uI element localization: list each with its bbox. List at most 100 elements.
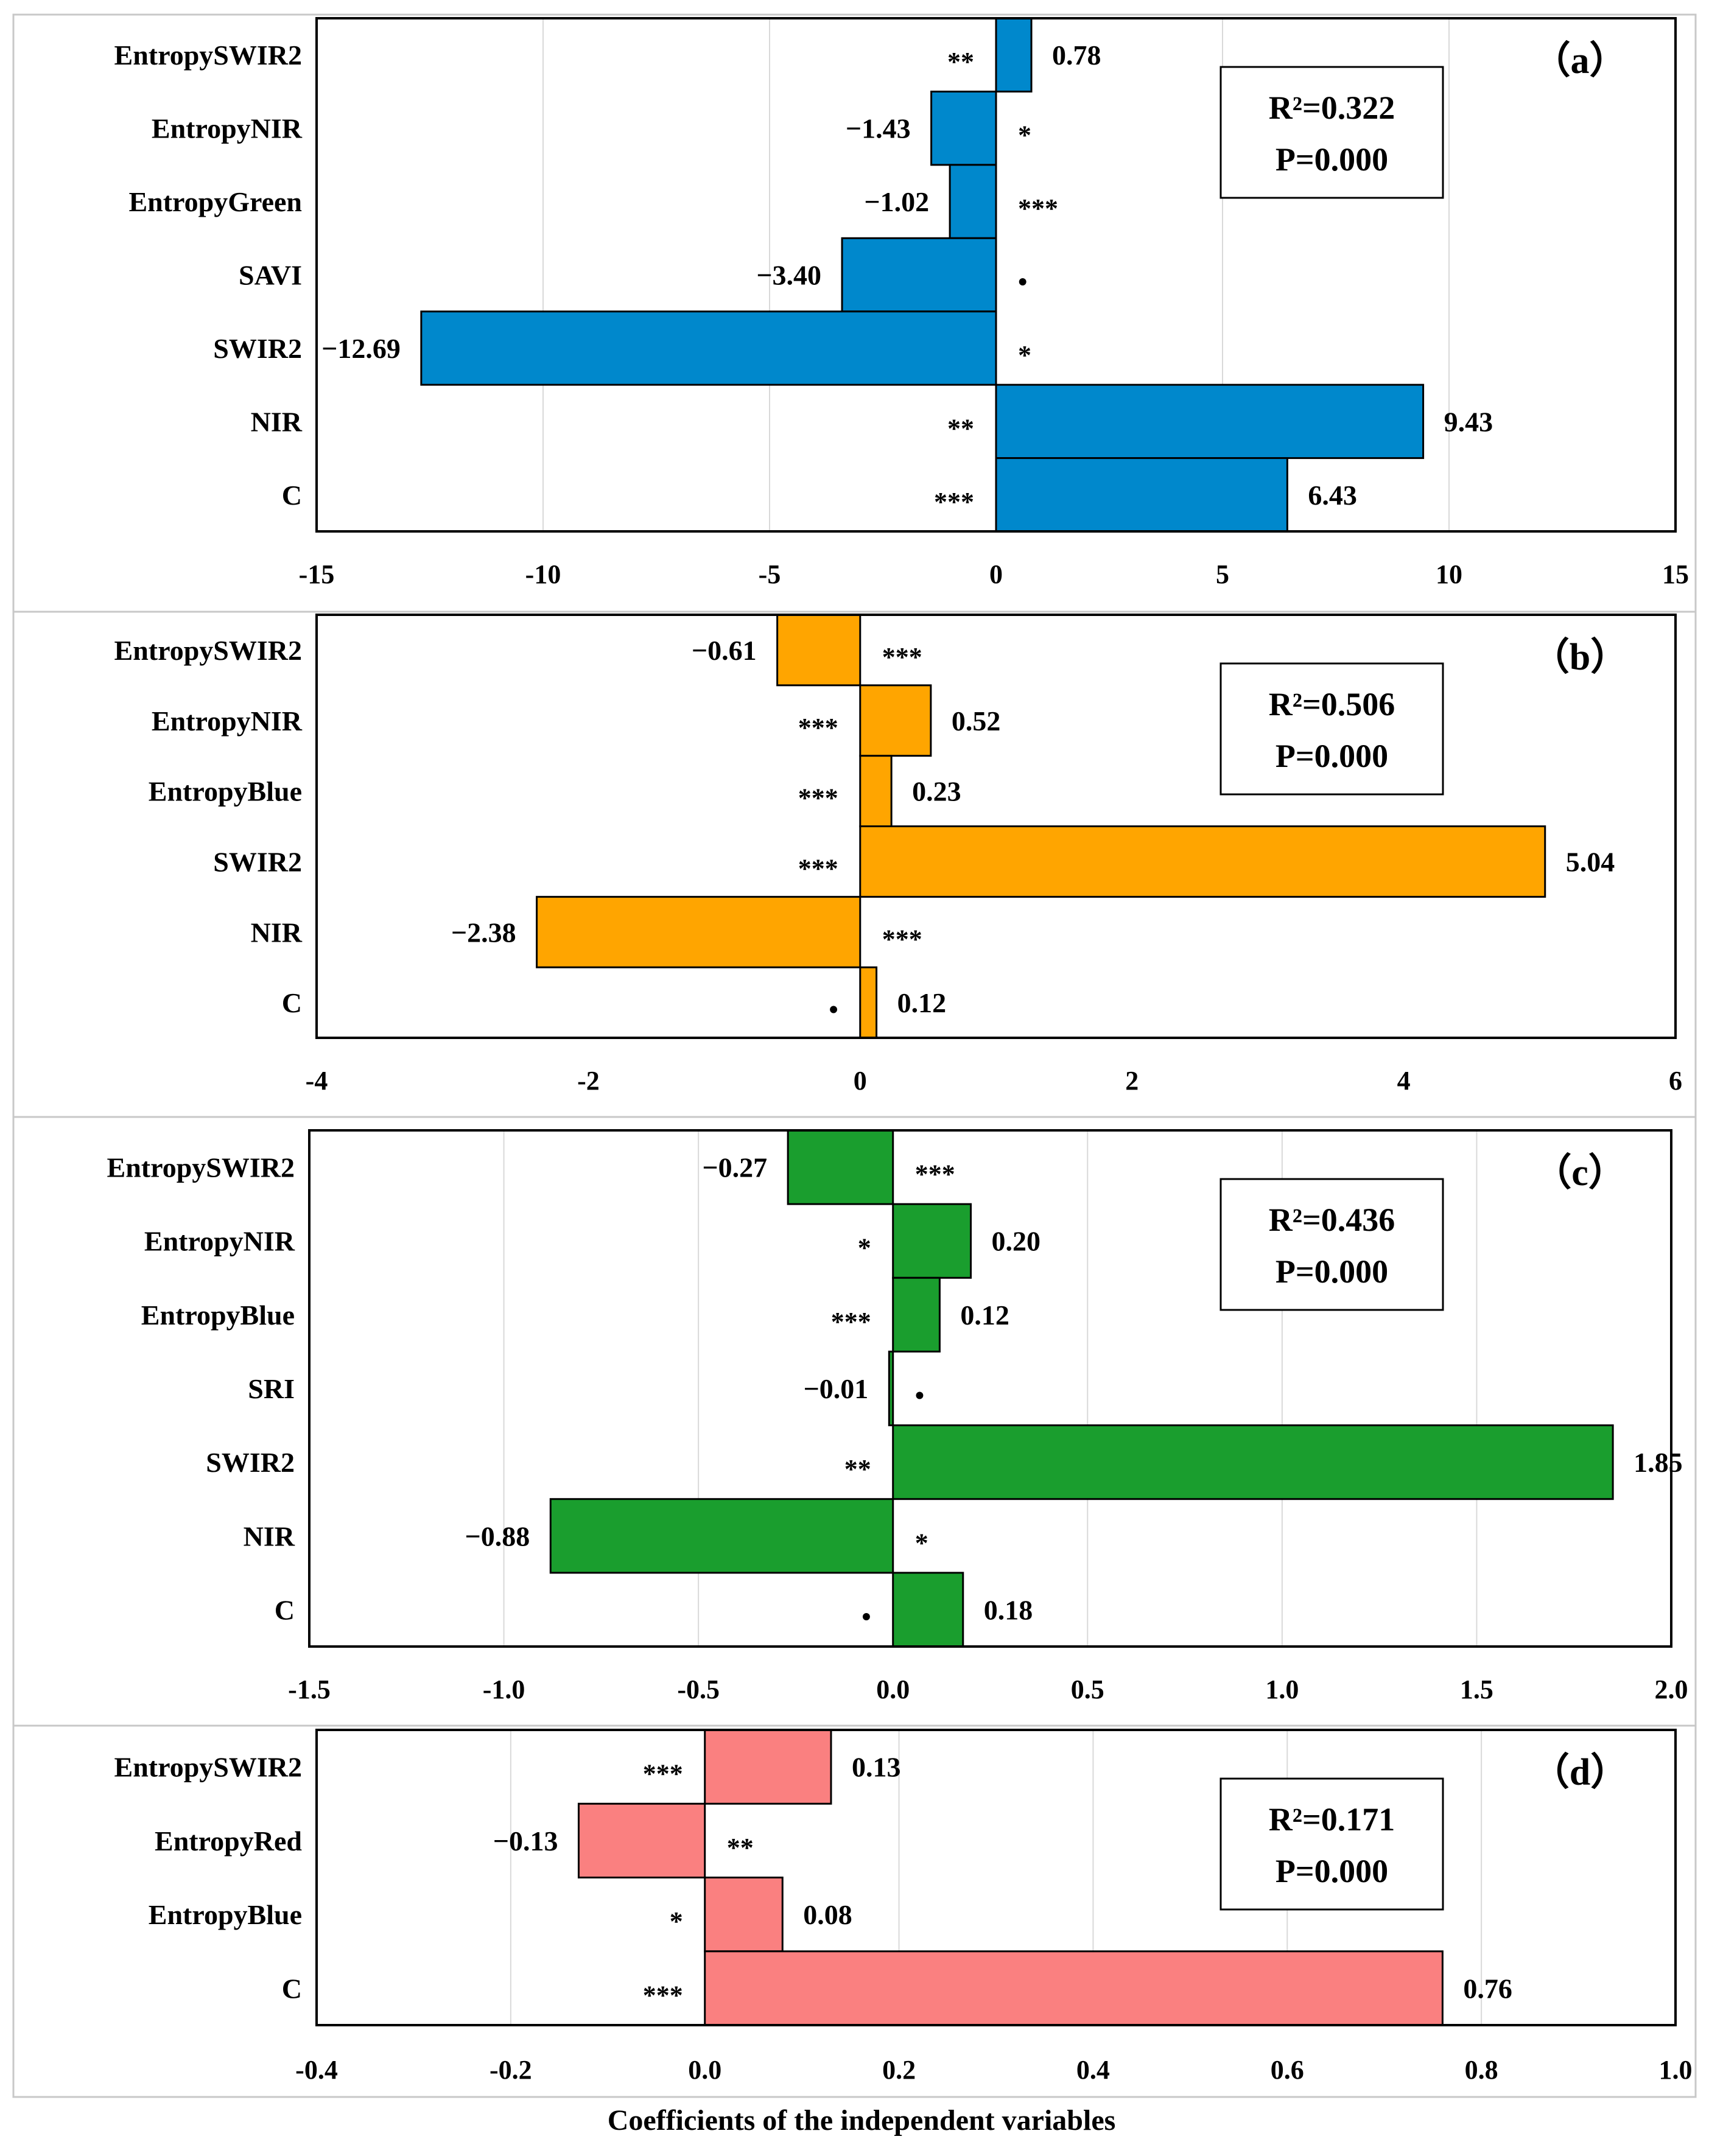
bar: [536, 895, 862, 968]
data-label: −12.69: [321, 333, 401, 364]
bar: [577, 1802, 706, 1878]
stats-box: [1219, 1777, 1444, 1911]
bar: [892, 1424, 1614, 1500]
significance-marker: ***: [1018, 194, 1058, 223]
significance-marker: •: [829, 995, 838, 1024]
significance-marker: *: [670, 1906, 683, 1936]
significance-marker: **: [844, 1454, 871, 1484]
bar: [859, 825, 1546, 898]
x-tick-label: 1.0: [1659, 2055, 1693, 2085]
data-label: −1.43: [846, 113, 911, 144]
panel-label: （b）: [1532, 635, 1628, 678]
bar: [704, 1877, 784, 1953]
category-label: C: [282, 480, 302, 511]
bar: [995, 17, 1033, 93]
data-label: 5.04: [1566, 846, 1615, 877]
bar: [549, 1498, 894, 1574]
category-label: EntropyBlue: [141, 1300, 295, 1331]
data-label: −0.61: [692, 635, 757, 666]
bar: [859, 755, 893, 827]
x-tick-label: 1.5: [1460, 1675, 1493, 1704]
significance-marker: **: [727, 1833, 754, 1863]
data-label: −0.88: [465, 1521, 530, 1552]
plot-area: [315, 1729, 1677, 2026]
x-tick-label: 0.8: [1465, 2055, 1498, 2085]
x-tick-label: -1.5: [288, 1675, 331, 1704]
stats-box: [1219, 66, 1444, 199]
data-label: −2.38: [451, 917, 516, 948]
r-squared-label: R²=0.506: [1269, 686, 1395, 723]
category-label: NIR: [251, 917, 303, 948]
plot-area: [315, 17, 1677, 533]
category-label: EntropySWIR2: [114, 40, 302, 71]
x-tick-label: -10: [525, 559, 561, 589]
category-label: SAVI: [239, 260, 302, 291]
panel-label: （a）: [1532, 39, 1627, 82]
panel-frame: [12, 1724, 1697, 2098]
bar: [704, 1950, 1444, 2026]
data-label: −0.27: [702, 1152, 767, 1183]
x-tick-label: 0: [854, 1066, 867, 1096]
category-label: EntropyNIR: [152, 705, 303, 737]
x-tick-label: 2: [1125, 1066, 1139, 1096]
bar: [930, 90, 997, 166]
category-label: EntropyRed: [155, 1825, 302, 1857]
p-value-label: P=0.000: [1276, 1253, 1388, 1290]
panel-label: （d）: [1532, 1751, 1628, 1793]
significance-marker: •: [862, 1601, 871, 1631]
p-value-label: P=0.000: [1276, 141, 1388, 178]
data-label: 0.12: [897, 987, 947, 1018]
significance-marker: ***: [798, 853, 838, 883]
significance-marker: ***: [798, 783, 838, 813]
x-tick-label: -15: [299, 559, 335, 589]
x-tick-label: -2: [577, 1066, 600, 1096]
p-value-label: P=0.000: [1276, 1853, 1388, 1889]
x-tick-label: -0.5: [677, 1675, 720, 1704]
category-label: EntropyBlue: [149, 776, 302, 807]
significance-marker: ***: [934, 487, 974, 517]
significance-marker: ***: [915, 1160, 955, 1189]
category-label: EntropySWIR2: [114, 635, 302, 666]
data-label: 1.85: [1634, 1447, 1683, 1478]
category-label: C: [282, 987, 302, 1018]
data-label: 0.76: [1463, 1973, 1512, 2004]
x-tick-label: 4: [1397, 1066, 1411, 1096]
data-label: −0.01: [804, 1373, 869, 1404]
bar: [892, 1572, 964, 1648]
significance-marker: *: [858, 1233, 871, 1263]
bar: [892, 1203, 972, 1279]
bar: [995, 383, 1425, 460]
x-tick-label: 2.0: [1655, 1675, 1688, 1704]
category-label: EntropyBlue: [149, 1899, 302, 1930]
stats-box: [1219, 1178, 1444, 1311]
bar: [892, 1276, 941, 1353]
data-label: −1.02: [864, 186, 929, 217]
bar: [420, 310, 997, 386]
category-label: EntropySWIR2: [107, 1152, 295, 1183]
significance-marker: ***: [882, 642, 922, 672]
significance-marker: ***: [831, 1307, 871, 1337]
r-squared-label: R²=0.171: [1269, 1801, 1395, 1838]
x-tick-label: 15: [1662, 559, 1689, 589]
bar: [859, 966, 878, 1039]
bar: [859, 684, 932, 757]
data-label: 6.43: [1308, 480, 1357, 511]
x-tick-label: -4: [306, 1066, 328, 1096]
r-squared-label: R²=0.436: [1269, 1202, 1395, 1238]
data-label: 0.20: [992, 1226, 1041, 1257]
category-label: EntropyNIR: [144, 1226, 295, 1257]
bar: [888, 1350, 894, 1427]
data-label: 0.52: [952, 705, 1001, 737]
category-label: EntropyGreen: [128, 186, 302, 217]
category-label: SRI: [248, 1373, 295, 1404]
x-tick-label: 10: [1436, 559, 1462, 589]
x-tick-label: -5: [759, 559, 781, 589]
significance-marker: ***: [643, 1980, 683, 2010]
x-tick-label: -1.0: [483, 1675, 525, 1704]
x-tick-label: 1.0: [1265, 1675, 1299, 1704]
x-tick-label: 6: [1669, 1066, 1682, 1096]
stats-box: [1219, 662, 1444, 796]
bar: [949, 164, 997, 239]
significance-marker: ***: [882, 924, 922, 954]
